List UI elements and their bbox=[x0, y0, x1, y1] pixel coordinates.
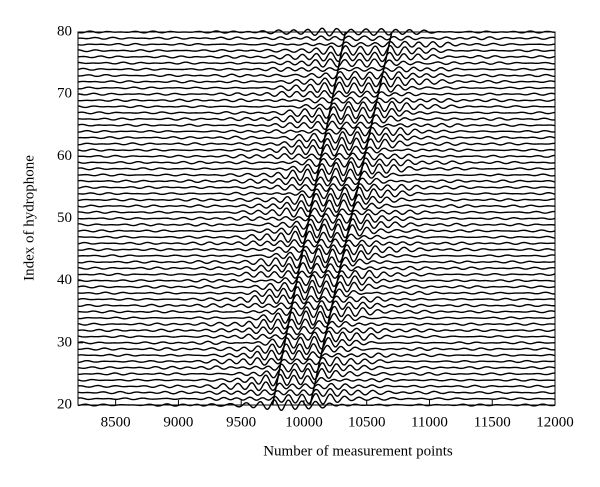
trace bbox=[77, 381, 556, 392]
trace bbox=[77, 51, 556, 63]
trace bbox=[77, 70, 556, 81]
trace bbox=[77, 90, 556, 99]
trace bbox=[77, 212, 556, 225]
x-tick-label: 9000 bbox=[163, 414, 193, 430]
trace bbox=[77, 349, 556, 361]
trace bbox=[77, 151, 556, 161]
trace bbox=[77, 335, 556, 350]
trace bbox=[77, 40, 556, 49]
trace bbox=[77, 131, 556, 145]
x-tick-label: 9500 bbox=[226, 414, 256, 430]
trace bbox=[77, 113, 556, 125]
trace bbox=[77, 206, 556, 218]
y-tick-label: 70 bbox=[57, 86, 72, 102]
trace bbox=[77, 285, 556, 301]
trace bbox=[77, 161, 556, 177]
trace bbox=[77, 96, 556, 105]
trace bbox=[77, 126, 556, 137]
trace bbox=[77, 325, 556, 336]
trace bbox=[77, 300, 556, 312]
trace bbox=[77, 269, 556, 280]
trace bbox=[77, 35, 556, 42]
trace bbox=[77, 387, 556, 398]
trace bbox=[77, 100, 556, 113]
trace bbox=[77, 356, 556, 367]
trace bbox=[77, 218, 556, 232]
x-tick-label: 11500 bbox=[474, 414, 511, 430]
trace bbox=[77, 273, 556, 288]
y-tick-label: 40 bbox=[57, 272, 72, 288]
trace bbox=[77, 330, 556, 343]
x-tick-label: 10500 bbox=[348, 414, 386, 430]
trace bbox=[77, 248, 556, 264]
trace bbox=[77, 186, 556, 201]
trace bbox=[77, 75, 556, 88]
trace bbox=[77, 183, 556, 192]
x-tick-label: 12000 bbox=[536, 414, 574, 430]
x-tick-label: 11000 bbox=[411, 414, 448, 430]
trace bbox=[77, 136, 556, 151]
trace bbox=[77, 362, 556, 374]
y-tick-label: 50 bbox=[57, 210, 72, 226]
y-axis-label: Index of hydrophone bbox=[21, 155, 37, 281]
trace bbox=[77, 230, 556, 244]
trace bbox=[77, 157, 556, 169]
trace bbox=[77, 223, 556, 239]
trace bbox=[77, 343, 556, 356]
y-tick-label: 80 bbox=[57, 23, 72, 39]
trace bbox=[77, 143, 556, 157]
trace bbox=[77, 318, 556, 331]
trace bbox=[77, 373, 556, 387]
trace bbox=[77, 81, 556, 95]
x-tick-label: 10000 bbox=[285, 414, 323, 430]
trace bbox=[77, 310, 556, 326]
trace bbox=[77, 66, 556, 73]
trace bbox=[77, 279, 556, 294]
x-tick-label: 8500 bbox=[101, 414, 131, 430]
trace bbox=[77, 238, 556, 249]
y-tick-label: 30 bbox=[57, 334, 72, 350]
trace bbox=[77, 44, 556, 57]
y-tick-label: 60 bbox=[57, 148, 72, 164]
arrival-line bbox=[309, 31, 393, 406]
x-axis-label: Number of measurement points bbox=[263, 443, 453, 459]
trace bbox=[77, 192, 556, 207]
trace bbox=[77, 58, 556, 68]
trace bbox=[77, 120, 556, 131]
y-tick-label: 20 bbox=[57, 396, 72, 412]
trace bbox=[78, 305, 556, 319]
trace bbox=[77, 392, 556, 405]
trace bbox=[77, 261, 556, 275]
arrival-line bbox=[271, 31, 347, 406]
trace bbox=[77, 243, 556, 256]
trace bbox=[77, 293, 556, 305]
trace bbox=[77, 254, 556, 270]
trace bbox=[77, 105, 556, 121]
trace bbox=[77, 199, 556, 213]
